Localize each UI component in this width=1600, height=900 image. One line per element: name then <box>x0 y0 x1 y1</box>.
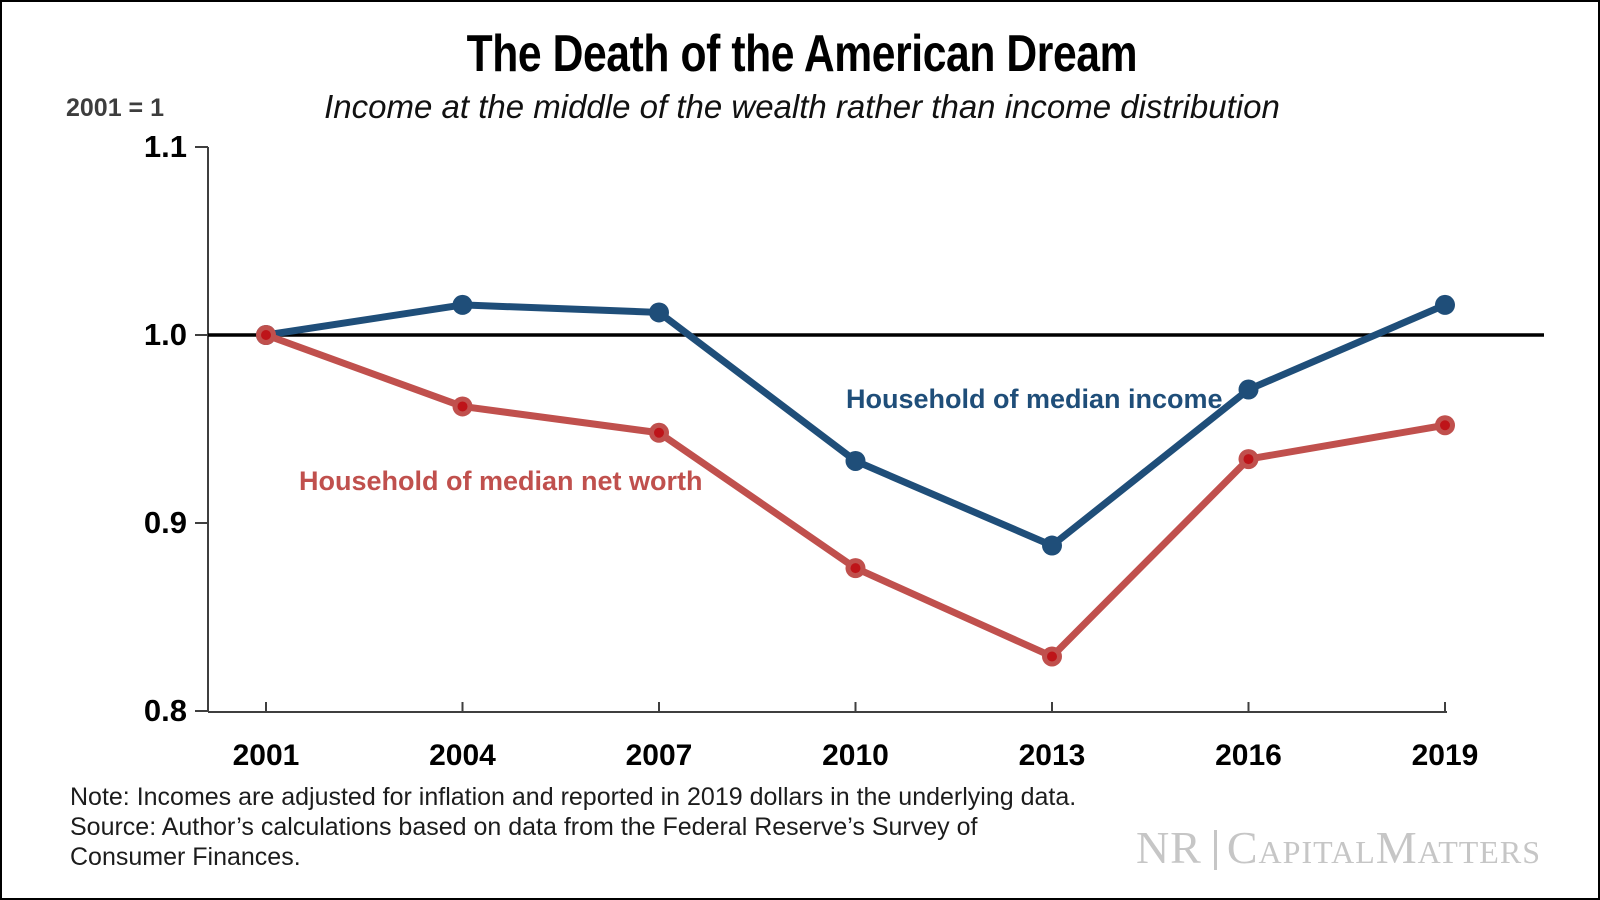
data-point-marker-center <box>654 427 664 438</box>
x-tick-label: 2013 <box>1018 739 1086 772</box>
data-point-marker-center <box>261 330 271 340</box>
data-point-marker <box>452 294 473 315</box>
series-label-income: Household of median income <box>846 384 1223 414</box>
data-point-marker <box>649 302 669 323</box>
y-tick-label: 0.9 <box>143 505 187 540</box>
source-line-1: Source: Author’s calculations based on d… <box>70 813 978 841</box>
y-tick-label: 1.1 <box>143 129 187 164</box>
data-point-marker <box>845 450 866 471</box>
chart-title: The Death of the American Dream <box>466 25 1138 83</box>
chart-subtitle: Income at the middle of the wealth rathe… <box>324 88 1280 125</box>
y-tick-label: 0.8 <box>143 693 187 728</box>
data-series <box>256 294 1455 667</box>
data-point-marker <box>1238 379 1259 400</box>
logo-divider-bar <box>1213 830 1217 870</box>
x-tick-label: 2007 <box>625 739 693 772</box>
logo-nr-text: NR <box>1135 822 1202 873</box>
brand-logo: NR CapitalMatters <box>1136 821 1541 874</box>
data-point-marker <box>1435 294 1455 315</box>
x-tick-label: 2016 <box>1215 739 1282 772</box>
data-point-marker-center <box>1047 651 1057 662</box>
x-tick-label: 2019 <box>1411 739 1479 772</box>
note-line: Note: Incomes are adjusted for inflation… <box>70 783 1077 811</box>
series-line-0 <box>262 301 1449 550</box>
data-point-marker-center <box>457 401 468 412</box>
title-row: The Death of the American Dream <box>2 24 1598 84</box>
y-tick-label: 1.0 <box>143 317 187 352</box>
logo-brand-text: CapitalMatters <box>1226 822 1541 873</box>
x-tick-label: 2010 <box>822 739 889 772</box>
axis-unit-label: 2001 = 1 <box>66 94 165 122</box>
source-line-2: Consumer Finances. <box>70 843 301 871</box>
data-point-marker <box>1042 535 1062 556</box>
x-tick-label: 2004 <box>429 739 496 772</box>
data-point-marker-center <box>850 563 861 574</box>
series-label-net-worth: Household of median net worth <box>299 466 703 496</box>
data-point-marker-center <box>1440 420 1450 431</box>
axis-ticks <box>195 146 1446 712</box>
data-point-marker-center <box>1243 454 1254 465</box>
x-tick-label: 2001 <box>232 739 300 772</box>
note-block: Note: Incomes are adjusted for inflation… <box>70 782 1076 872</box>
